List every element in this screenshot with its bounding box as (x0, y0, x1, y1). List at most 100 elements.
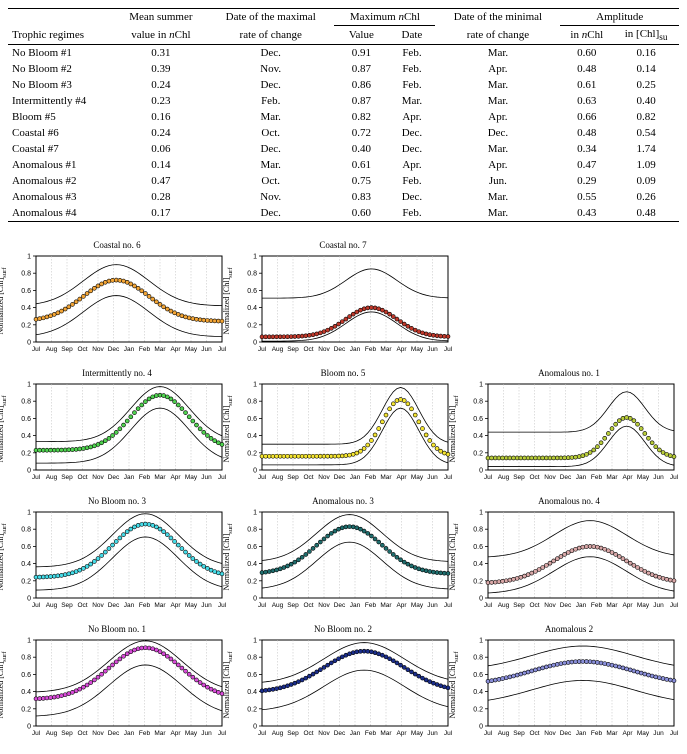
svg-text:Dec: Dec (560, 730, 572, 737)
svg-text:Mar: Mar (154, 730, 166, 737)
chart-row: No Bloom no. 1Normalized [Chl]surfJulAug… (8, 624, 679, 746)
svg-text:1: 1 (27, 638, 31, 645)
svg-text:Jan: Jan (576, 602, 587, 609)
svg-text:Jun: Jun (653, 730, 664, 737)
svg-text:1: 1 (27, 510, 31, 517)
svg-text:Feb: Feb (365, 602, 377, 609)
th-mean: Mean summer (115, 9, 207, 26)
svg-text:May: May (637, 602, 650, 609)
svg-text:Oct: Oct (303, 602, 313, 609)
svg-text:Oct: Oct (529, 474, 539, 481)
svg-text:0.6: 0.6 (21, 288, 31, 295)
svg-text:May: May (411, 730, 424, 737)
svg-text:0.2: 0.2 (21, 322, 31, 329)
svg-text:Jun: Jun (427, 602, 438, 609)
svg-text:0.4: 0.4 (473, 561, 483, 568)
svg-text:0.2: 0.2 (473, 578, 483, 585)
svg-text:0.2: 0.2 (21, 706, 31, 713)
svg-text:Apr: Apr (170, 346, 181, 353)
svg-text:Jul: Jul (444, 602, 452, 609)
svg-text:Jul: Jul (218, 346, 226, 353)
svg-text:0: 0 (253, 340, 257, 347)
svg-text:Jul: Jul (484, 474, 493, 481)
svg-text:Apr: Apr (170, 474, 181, 481)
svg-text:Mar: Mar (154, 346, 166, 353)
svg-text:Dec: Dec (108, 730, 120, 737)
chart-panel: Coastal no. 6Normalized [Chl]surfJulAugS… (8, 240, 226, 362)
trophic-table: Mean summer Date of the maximal Maximum … (8, 8, 679, 222)
svg-text:Jun: Jun (201, 730, 212, 737)
svg-text:0.8: 0.8 (247, 271, 257, 278)
svg-text:0.2: 0.2 (21, 578, 31, 585)
th-regimes: Trophic regimes (8, 26, 115, 45)
svg-text:Nov: Nov (318, 346, 330, 353)
svg-text:Oct: Oct (77, 602, 87, 609)
chart-panel: No Bloom no. 1Normalized [Chl]surfJulAug… (8, 624, 226, 746)
y-axis-label: Normalized [Chl]surf (448, 524, 460, 591)
svg-text:0.4: 0.4 (21, 689, 31, 696)
svg-text:Jul: Jul (444, 730, 452, 737)
th-minrate: Date of the minimal (435, 9, 560, 26)
chart-title: Anomalous 2 (460, 624, 678, 634)
svg-text:Feb: Feb (591, 474, 603, 481)
svg-text:Mar: Mar (380, 730, 392, 737)
svg-text:0.2: 0.2 (247, 322, 257, 329)
svg-text:Apr: Apr (622, 602, 633, 609)
svg-text:Nov: Nov (318, 474, 330, 481)
svg-text:0: 0 (253, 596, 257, 603)
svg-text:Sep: Sep (287, 730, 299, 737)
svg-text:Oct: Oct (77, 346, 87, 353)
svg-text:Jul: Jul (32, 730, 41, 737)
chart-panel: Coastal no. 7Normalized [Chl]surfJulAugS… (234, 240, 452, 362)
chart-title: No Bloom no. 2 (234, 624, 452, 634)
table-row: No Bloom #30.24Dec.0.86Feb.Mar.0.610.25 (8, 77, 679, 93)
chart-panel: No Bloom no. 2Normalized [Chl]surfJulAug… (234, 624, 452, 746)
svg-text:Nov: Nov (544, 602, 556, 609)
svg-text:Jul: Jul (670, 474, 678, 481)
table-row: Anomalous #20.47Oct.0.75Feb.Jun.0.290.09 (8, 173, 679, 189)
svg-text:Sep: Sep (287, 602, 299, 609)
svg-text:0.4: 0.4 (473, 433, 483, 440)
svg-text:Dec: Dec (334, 602, 346, 609)
table-row: No Bloom #10.31Dec.0.91Feb.Mar.0.600.16 (8, 45, 679, 62)
chart-panel: Bloom no. 5Normalized [Chl]surfJulAugSep… (234, 368, 452, 490)
svg-text:Dec: Dec (560, 602, 572, 609)
chart-title: Anomalous no. 1 (460, 368, 678, 378)
svg-text:Oct: Oct (303, 730, 313, 737)
chart-panel: Anomalous no. 4Normalized [Chl]surfJulAu… (460, 496, 678, 618)
svg-text:Nov: Nov (318, 730, 330, 737)
svg-text:Apr: Apr (396, 346, 407, 353)
svg-text:1: 1 (479, 638, 483, 645)
svg-text:0.6: 0.6 (247, 672, 257, 679)
svg-text:Oct: Oct (77, 474, 87, 481)
svg-text:Sep: Sep (61, 602, 73, 609)
svg-text:0.2: 0.2 (247, 450, 257, 457)
svg-text:Mar: Mar (154, 474, 166, 481)
svg-text:Dec: Dec (560, 474, 572, 481)
svg-text:0.6: 0.6 (247, 416, 257, 423)
svg-text:0.8: 0.8 (21, 527, 31, 534)
svg-text:Aug: Aug (46, 602, 58, 609)
svg-text:May: May (185, 346, 198, 353)
th-maxrate: Date of the maximal (207, 9, 334, 26)
svg-text:Aug: Aug (498, 730, 510, 737)
svg-text:Mar: Mar (154, 602, 166, 609)
table-row: Bloom #50.16Mar.0.82Apr.Apr.0.660.82 (8, 109, 679, 125)
svg-text:Oct: Oct (529, 730, 539, 737)
svg-text:May: May (411, 602, 424, 609)
svg-text:Mar: Mar (380, 602, 392, 609)
svg-text:May: May (637, 730, 650, 737)
svg-text:Jul: Jul (218, 730, 226, 737)
charts-grid: Coastal no. 6Normalized [Chl]surfJulAugS… (8, 240, 679, 746)
svg-text:0.4: 0.4 (473, 689, 483, 696)
y-axis-label: Normalized [Chl]surf (0, 268, 8, 335)
svg-text:Apr: Apr (396, 474, 407, 481)
svg-text:0.8: 0.8 (247, 655, 257, 662)
svg-text:Jul: Jul (32, 602, 41, 609)
chart-title: No Bloom no. 1 (8, 624, 226, 634)
th-maxnchl: Maximum nChl (334, 9, 435, 26)
svg-text:0.2: 0.2 (247, 578, 257, 585)
svg-text:Jun: Jun (427, 474, 438, 481)
svg-text:Feb: Feb (139, 346, 151, 353)
chart-panel: Anomalous 2Normalized [Chl]surfJulAugSep… (460, 624, 678, 746)
